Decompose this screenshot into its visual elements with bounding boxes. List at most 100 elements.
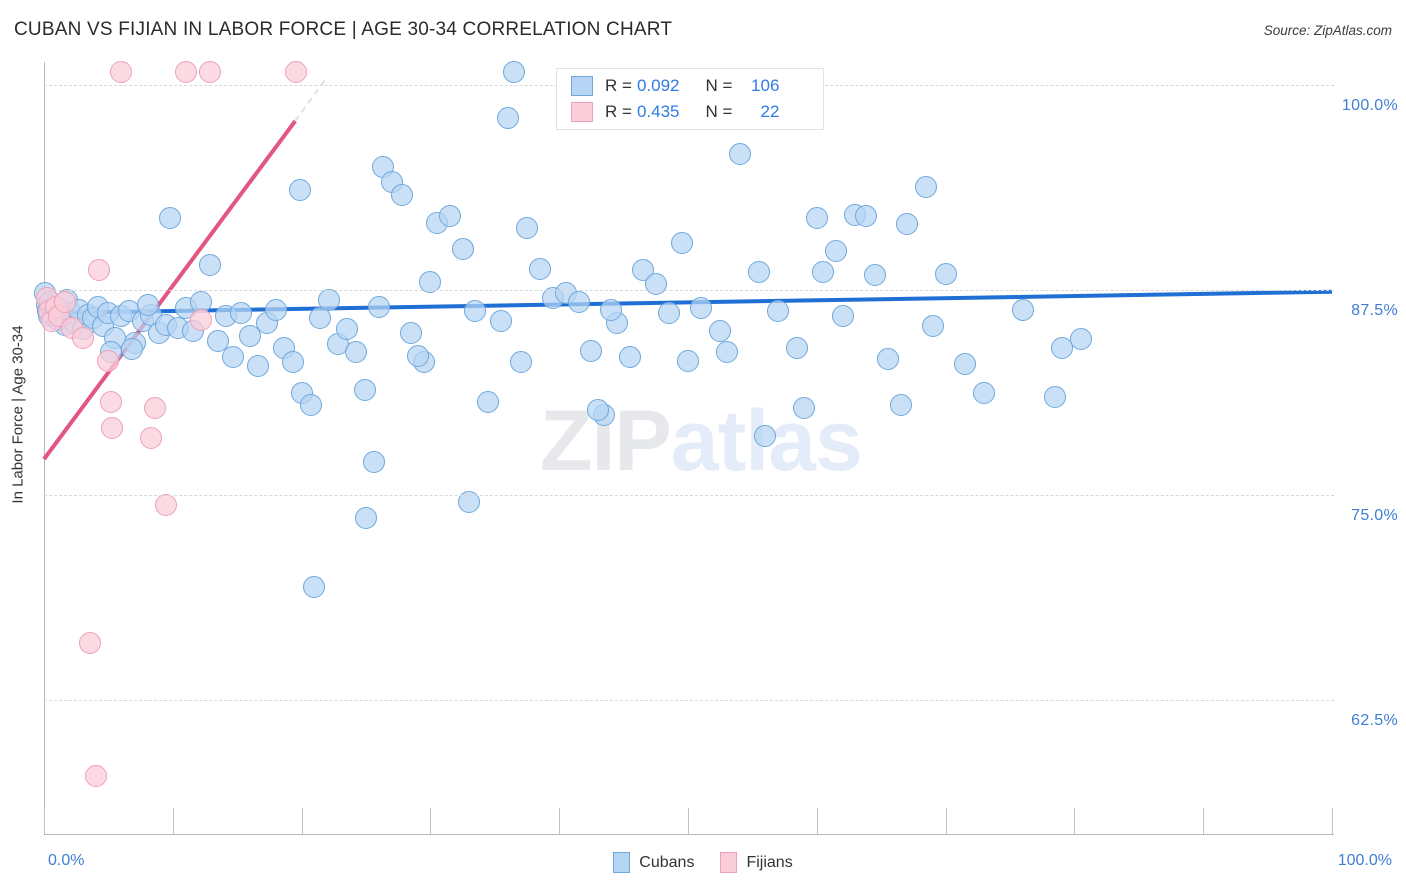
y-tick-label: 87.5% [1351, 302, 1398, 320]
cubans-data-point [747, 261, 770, 284]
cubans-data-point [230, 302, 253, 325]
cubans-data-point [159, 206, 182, 229]
cubans-data-point [458, 490, 481, 513]
page-title: CUBAN VS FIJIAN IN LABOR FORCE | AGE 30-… [14, 19, 673, 40]
cubans-data-point [825, 239, 848, 262]
cubans-data-point [973, 382, 996, 405]
cubans-data-point [477, 390, 500, 413]
cubans-data-point [812, 261, 835, 284]
cubans-data-point [355, 507, 377, 530]
fijians-data-point [155, 494, 178, 517]
cubans-data-point [599, 298, 622, 321]
cubans-data-point [1050, 336, 1073, 359]
x-tick-mark [172, 808, 174, 834]
cubans-data-point [299, 393, 322, 416]
fijians-data-point [97, 349, 120, 372]
cubans-n-value: 106 [751, 76, 780, 95]
cubans-legend-label: Cubans [639, 853, 695, 871]
stats-row-cubans: R = 0.092 N = 106 [571, 73, 779, 99]
fijians-swatch-icon [571, 102, 593, 122]
x-tick-mark [816, 808, 818, 834]
cubans-data-point [120, 338, 143, 361]
cubans-data-point [786, 336, 809, 359]
cubans-data-point [728, 142, 751, 165]
legend-item-cubans[interactable]: Cubans [613, 852, 694, 873]
cubans-data-point [586, 398, 609, 421]
cubans-trend-line [43, 289, 1333, 316]
fijians-data-point [110, 60, 133, 83]
y-tick-label: 75.0% [1351, 507, 1398, 525]
cubans-data-point [317, 288, 340, 311]
x-tick-mark [559, 808, 561, 834]
fijians-data-point [139, 426, 162, 449]
gridline [44, 495, 1334, 497]
fijians-data-point [84, 764, 107, 787]
cubans-data-point [1011, 298, 1034, 321]
legend-item-fijians[interactable]: Fijians [720, 852, 793, 873]
fijians-data-point [190, 308, 213, 331]
gridline [44, 290, 1334, 292]
cubans-data-point [335, 318, 358, 341]
fijians-n-value: 22 [760, 102, 780, 121]
fijians-trend-extension [294, 76, 329, 122]
cubans-data-point [400, 321, 423, 344]
y-axis-title: In Labor Force | Age 30-34 [9, 325, 27, 504]
cubans-data-point [876, 348, 899, 371]
x-tick-mark [430, 808, 432, 834]
cubans-data-point [805, 206, 828, 229]
fijians-data-point [199, 60, 222, 83]
cubans-r-label: R = [605, 76, 632, 95]
x-axis-min-label: 0.0% [48, 852, 85, 869]
cubans-data-point [831, 305, 854, 328]
cubans-data-point [767, 300, 790, 323]
cubans-data-point [496, 106, 519, 129]
cubans-data-point [137, 293, 160, 316]
trend-lines [42, 76, 1333, 461]
cubans-data-point [222, 346, 245, 369]
cubans-data-point [367, 295, 390, 318]
cubans-data-point [353, 379, 376, 402]
stats-row-fijians: R = 0.435 N = 22 [571, 99, 779, 125]
cubans-data-point [619, 346, 642, 369]
cubans-data-point [921, 315, 944, 338]
cubans-r-value: 0.092 [636, 76, 680, 95]
cubans-data-point [464, 300, 487, 323]
cubans-data-point [567, 290, 590, 313]
fijians-legend-swatch-icon [720, 852, 738, 873]
cubans-data-point [264, 298, 287, 321]
x-tick-mark [945, 808, 947, 834]
fijians-data-point [53, 290, 76, 313]
cubans-data-point [709, 320, 732, 343]
cubans-data-point [303, 576, 326, 599]
cubans-data-point [754, 425, 777, 448]
y-axis-line [44, 62, 45, 835]
cubans-data-point [406, 344, 429, 367]
y-tick-label: 100.0% [1341, 96, 1398, 114]
fijians-data-point [285, 60, 308, 83]
cubans-swatch-icon [571, 76, 593, 96]
cubans-data-point [451, 238, 474, 261]
cubans-data-point [509, 351, 532, 374]
cubans-data-point [490, 310, 513, 333]
x-axis-line [44, 834, 1334, 835]
x-tick-mark [44, 808, 45, 834]
fijians-data-point [79, 631, 102, 654]
cubans-data-point [289, 179, 312, 201]
cubans-data-point [516, 216, 538, 239]
fijians-r-label: R = [605, 102, 632, 121]
stats-legend: R = 0.092 N = 106 R = 0.435 N = 22 [556, 68, 824, 130]
fijians-data-point [143, 397, 166, 420]
cubans-data-point [953, 352, 976, 375]
cubans-legend-swatch-icon [613, 852, 631, 873]
cubans-data-point [199, 254, 222, 277]
x-axis-max-label: 100.0% [1337, 852, 1392, 869]
cubans-data-point [281, 351, 304, 374]
cubans-data-point [792, 397, 815, 420]
x-tick-mark [688, 808, 689, 834]
fijians-legend-label: Fijians [746, 853, 793, 871]
x-tick-mark [1332, 808, 1333, 834]
cubans-data-point [854, 205, 877, 228]
cubans-data-point [344, 341, 367, 364]
cubans-data-point [1069, 328, 1092, 351]
